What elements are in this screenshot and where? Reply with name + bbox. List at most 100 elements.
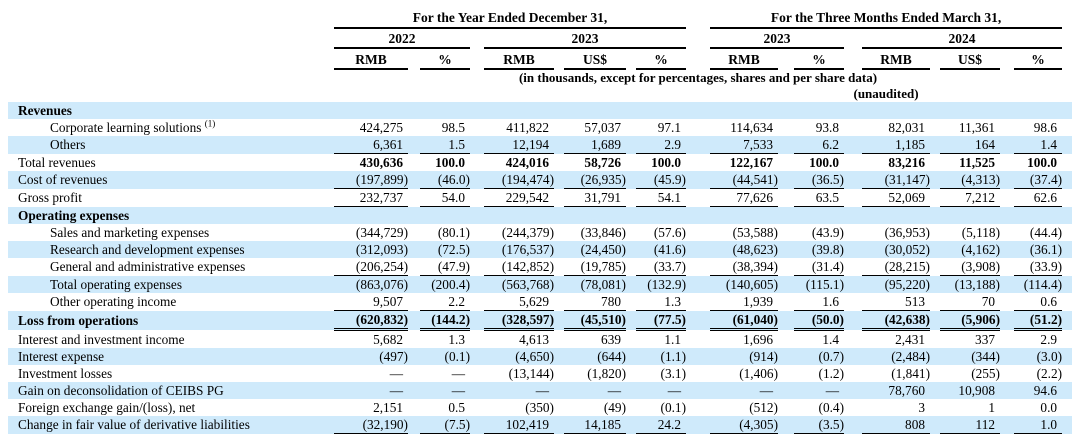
column-gap <box>930 416 940 434</box>
row-label-text: Change in fair value of derivative liabi… <box>18 417 250 432</box>
value-cell: 430,636 <box>359 154 403 170</box>
value-cell: 513 <box>862 293 930 311</box>
row-label: Gross profit <box>8 189 334 207</box>
value-cell: 52,069 <box>862 188 930 207</box>
column-gap <box>626 293 636 311</box>
value-cell: — <box>794 382 844 399</box>
value-cell: (3.1) <box>660 365 686 381</box>
column-gap <box>554 171 564 189</box>
group-header-quarter: For the Three Months Ended March 31, <box>710 5 1063 29</box>
value-cell: (644) <box>564 348 626 365</box>
value-cell: 78,760 <box>862 382 930 399</box>
column-gap <box>778 365 794 382</box>
column-gap <box>626 102 636 119</box>
column-gap <box>844 382 862 399</box>
value-cell: (51.2) <box>1014 310 1063 331</box>
column-header-rmb: RMB <box>862 48 930 70</box>
table-row: Change in fair value of derivative liabi… <box>8 416 1073 434</box>
value-cell: 7,212 <box>940 188 1000 207</box>
value-cell: 100.0 <box>809 154 839 170</box>
column-header-usd: US$ <box>940 48 1000 70</box>
value-cell: 2,151 <box>373 399 403 415</box>
column-gap <box>626 136 636 154</box>
column-gap <box>408 330 420 349</box>
column-gap <box>554 348 564 365</box>
row-pad <box>1062 399 1072 416</box>
column-gap <box>930 171 940 189</box>
row-label: Sales and marketing expenses <box>8 224 334 241</box>
column-gap <box>778 416 794 434</box>
column-gap <box>554 154 564 172</box>
value-cell <box>636 102 686 119</box>
value-cell: 70 <box>940 293 1000 311</box>
row-label: Change in fair value of derivative liabi… <box>8 416 334 434</box>
row-label-text: Gross profit <box>18 190 82 205</box>
column-gap <box>554 136 564 154</box>
value-cell: 337 <box>975 331 995 347</box>
value-cell: (7.5) <box>420 416 470 434</box>
column-gap <box>844 189 862 207</box>
value-cell: 1.4 <box>822 331 839 347</box>
value-cell: (49) <box>603 399 626 415</box>
value-cell: (33.7) <box>636 258 686 276</box>
column-gap <box>470 310 484 330</box>
column-gap <box>1000 136 1014 154</box>
row-pad <box>1062 206 1073 224</box>
column-gap <box>1000 206 1014 224</box>
row-pad <box>1062 365 1072 382</box>
column-gap <box>778 348 794 365</box>
value-cell: (5,118) <box>961 224 1000 240</box>
value-cell: 1,185 <box>862 136 930 154</box>
column-gap <box>1000 365 1014 382</box>
column-gap <box>686 348 710 365</box>
column-gap <box>408 171 420 189</box>
column-gap <box>408 241 420 258</box>
value-cell: 232,737 <box>334 188 408 207</box>
value-cell <box>940 206 1000 224</box>
value-cell: 58,726 <box>584 154 621 170</box>
row-label-text: Interest expense <box>18 348 105 364</box>
value-cell: (255) <box>971 365 1000 381</box>
column-gap <box>470 189 484 207</box>
value-cell: 1.1 <box>664 331 681 347</box>
value-cell: (13,144) <box>508 365 554 381</box>
column-gap <box>554 293 564 311</box>
header-gap <box>686 5 710 28</box>
row-label-text: Research and development expenses <box>50 241 245 257</box>
column-gap <box>408 206 420 224</box>
value-cell: 6.2 <box>794 136 844 154</box>
value-cell: (41.6) <box>636 241 686 258</box>
column-gap <box>626 241 636 258</box>
value-cell: — <box>636 382 686 399</box>
value-cell: 100.0 <box>1027 154 1058 170</box>
value-cell: 100.0 <box>435 154 465 170</box>
value-cell: (1.2) <box>818 365 844 381</box>
column-gap <box>844 224 862 241</box>
column-gap <box>1000 275 1014 293</box>
header-gap <box>470 28 484 48</box>
year-label-2023: 2023 <box>484 28 686 49</box>
column-gap <box>686 206 710 224</box>
value-cell: (47.9) <box>420 258 470 276</box>
column-gap <box>408 136 420 154</box>
value-cell: 164 <box>940 136 1000 154</box>
value-cell: (4,650) <box>484 348 554 365</box>
row-pad <box>1062 258 1072 276</box>
value-cell: (5,906) <box>940 310 1000 331</box>
row-label-text: Cost of revenues <box>18 172 108 187</box>
column-gap <box>470 416 484 434</box>
column-gap <box>778 136 794 154</box>
row-pad <box>1062 348 1073 365</box>
row-label: Loss from operations <box>8 310 334 330</box>
value-cell: (914) <box>710 348 778 365</box>
table-row: Total revenues 430,636 100.0 424,016 58,726 1… <box>8 154 1072 172</box>
value-cell: 1.5 <box>420 136 470 154</box>
header-pad <box>1062 5 1072 28</box>
row-pad <box>1062 241 1073 258</box>
table-row: Gross profit 232,737 54.0 229,542 31,791 54.1… <box>8 188 1072 207</box>
value-cell: (80.1) <box>437 224 470 240</box>
units-note: (in thousands, except for percentages, s… <box>518 70 878 85</box>
value-cell: 2.9 <box>1040 331 1058 347</box>
value-cell: 1.3 <box>448 331 465 347</box>
value-cell: (28,215) <box>862 258 930 276</box>
